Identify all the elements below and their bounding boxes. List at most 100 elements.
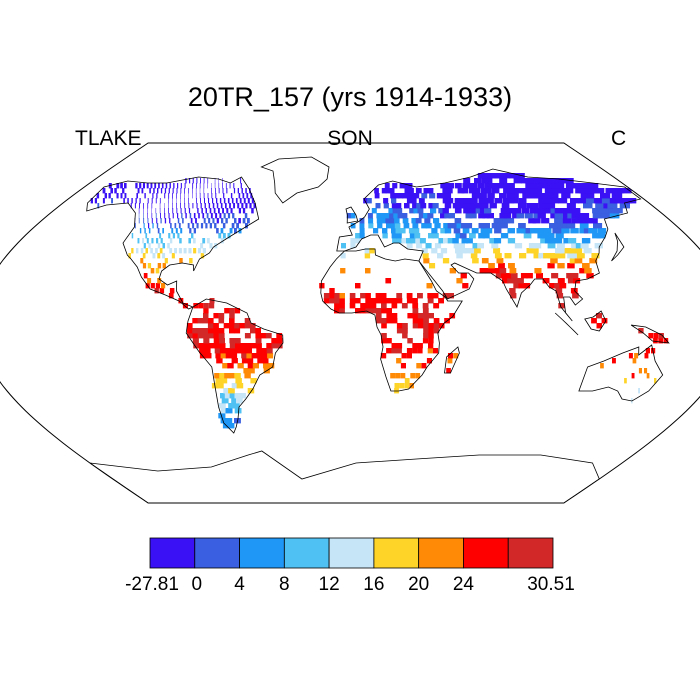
grid-cell xyxy=(413,228,420,234)
grid-cell xyxy=(489,238,497,244)
grid-cell xyxy=(367,213,373,219)
grid-cell xyxy=(390,373,396,379)
grid-cell xyxy=(256,353,263,359)
grid-cell xyxy=(154,183,157,189)
grid-cell xyxy=(186,323,193,329)
grid-cell xyxy=(505,273,513,279)
grid-cell xyxy=(162,228,164,234)
grid-cell xyxy=(469,203,477,209)
grid-cell xyxy=(386,298,392,304)
grid-cell xyxy=(244,333,251,339)
grid-cell xyxy=(116,193,119,199)
grid-cell xyxy=(417,348,423,354)
grid-cell xyxy=(215,188,216,194)
grid-cell xyxy=(546,203,556,209)
map-border xyxy=(0,142,700,504)
grid-cell xyxy=(164,258,168,264)
grid-cell xyxy=(594,243,603,249)
grid-cell xyxy=(255,338,262,344)
grid-cell xyxy=(206,238,210,244)
grid-cell xyxy=(219,343,226,349)
grid-cell xyxy=(179,238,182,244)
grid-cell xyxy=(484,188,492,194)
grid-cell xyxy=(247,218,250,224)
colorbar-swatch xyxy=(463,537,509,569)
grid-cell xyxy=(329,293,335,299)
grid-cell xyxy=(367,198,372,204)
grid-cell xyxy=(208,218,211,224)
grid-cell xyxy=(594,188,605,194)
grid-cell xyxy=(477,183,485,189)
grid-cell xyxy=(262,358,269,364)
grid-cell xyxy=(472,188,480,194)
grid-cell xyxy=(207,193,209,199)
grid-cell xyxy=(221,398,229,404)
grid-cell xyxy=(648,333,654,339)
north-america-coastline xyxy=(86,176,260,310)
grid-cell xyxy=(538,253,546,259)
grid-cell xyxy=(492,183,500,189)
grid-cell xyxy=(456,203,464,209)
grid-cell xyxy=(189,258,193,264)
grid-cell xyxy=(459,233,467,239)
grid-cell xyxy=(150,268,155,274)
grid-cell xyxy=(214,373,221,379)
grid-cell xyxy=(408,228,415,234)
grid-cell xyxy=(197,208,199,214)
grid-cell xyxy=(104,193,107,199)
grid-cell xyxy=(396,298,403,304)
grid-cell xyxy=(229,313,235,319)
grid-cell xyxy=(581,238,591,244)
grid-cell xyxy=(499,178,508,184)
grid-cell xyxy=(176,203,177,209)
grid-cell xyxy=(407,338,413,344)
grid-cell xyxy=(388,208,394,214)
eurasia-coastline xyxy=(336,168,642,322)
grid-cell xyxy=(432,348,439,354)
grid-cell xyxy=(368,223,374,229)
grid-cell xyxy=(216,358,223,364)
grid-cell xyxy=(200,178,201,184)
grid-cell xyxy=(460,273,467,279)
grid-cell xyxy=(402,328,408,334)
grid-cell xyxy=(534,268,542,274)
grid-cell xyxy=(127,198,129,204)
grid-cell xyxy=(177,218,180,224)
grid-cell xyxy=(540,238,548,244)
grid-cell xyxy=(526,248,534,254)
grid-cell xyxy=(469,233,476,239)
grid-cell xyxy=(404,188,410,194)
grid-cell xyxy=(236,383,244,389)
grid-cell xyxy=(169,183,171,189)
grid-cell xyxy=(200,223,204,229)
grid-cell xyxy=(541,218,550,224)
grid-cell xyxy=(475,193,483,199)
grid-cell xyxy=(484,208,492,214)
grid-cell xyxy=(276,343,283,349)
grid-cell xyxy=(197,333,204,339)
grid-cell xyxy=(350,243,356,249)
grid-cell xyxy=(437,253,444,259)
grid-cell xyxy=(147,208,148,214)
grid-cell xyxy=(359,218,365,224)
new-guinea-coastline xyxy=(630,324,670,344)
grid-cell xyxy=(408,188,414,194)
grid-cell xyxy=(199,183,201,189)
grid-cell xyxy=(557,278,565,284)
greenland-coastline xyxy=(260,156,330,204)
grid-cell xyxy=(227,213,231,219)
grid-cell xyxy=(471,228,479,234)
grid-cell xyxy=(203,183,205,189)
grid-cell xyxy=(550,213,559,219)
grid-cell xyxy=(417,208,424,214)
grid-cell xyxy=(173,183,175,189)
grid-cell xyxy=(396,343,403,349)
grid-cell xyxy=(504,208,513,214)
grid-cell xyxy=(155,208,157,214)
grid-cell xyxy=(546,233,555,239)
grid-cell xyxy=(381,188,387,194)
grid-cell xyxy=(220,228,224,234)
grid-cell xyxy=(465,203,472,209)
grid-cell xyxy=(588,228,597,234)
grid-cell xyxy=(555,233,564,239)
